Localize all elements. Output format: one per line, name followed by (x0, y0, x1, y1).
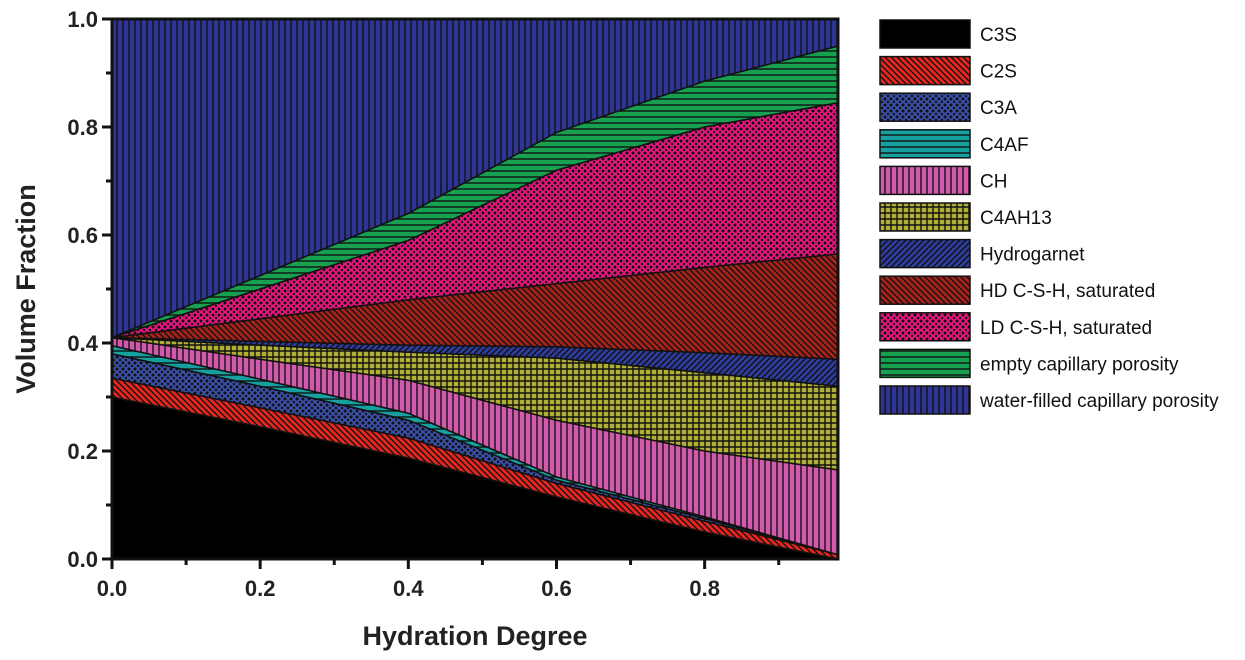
legend-label: water-filled capillary porosity (979, 391, 1219, 412)
x-tick-label: 0.2 (245, 576, 276, 601)
legend-swatch (879, 385, 971, 415)
legend-swatch (879, 348, 971, 379)
legend-swatch (879, 275, 971, 305)
legend: C3S C2S C3A C4AF CH C4AH13 Hydrogarnet HD C-S-H… (879, 19, 1219, 415)
legend-item: CH (879, 165, 1007, 196)
legend-item: C2S (879, 55, 1017, 86)
legend-label: C4AH13 (980, 208, 1052, 229)
y-axis-label: Volume Fraction (11, 184, 41, 394)
legend-swatch (879, 165, 971, 196)
legend-label: Hydrogarnet (980, 245, 1085, 266)
legend-item: C4AH13 (879, 202, 1052, 232)
y-tick-label: 0.4 (67, 331, 98, 356)
legend-item: Hydrogarnet (879, 238, 1085, 269)
legend-item: HD C-S-H, saturated (879, 275, 1155, 305)
y-axis: 0.0 0.2 0.4 0.6 0.8 1.0 (67, 7, 112, 572)
legend-label: C3S (980, 25, 1017, 46)
legend-swatch (879, 19, 971, 49)
legend-item: C3S (879, 19, 1017, 49)
legend-item: C4AF (879, 129, 1029, 159)
legend-label: LD C-S-H, saturated (980, 318, 1152, 339)
y-tick-label: 0.2 (67, 439, 98, 464)
legend-swatch (879, 312, 971, 342)
legend-label: C4AF (980, 135, 1029, 156)
legend-swatch (879, 202, 971, 232)
legend-item: LD C-S-H, saturated (879, 312, 1152, 342)
legend-swatch (879, 129, 971, 159)
x-tick-label: 0.4 (393, 576, 424, 601)
legend-label: CH (980, 171, 1007, 192)
y-tick-label: 0.8 (67, 115, 98, 140)
x-tick-label: 0.0 (97, 576, 128, 601)
legend-label: C3A (980, 98, 1017, 119)
plot-areas (111, 18, 839, 560)
y-tick-label: 0.0 (67, 547, 98, 572)
x-tick-label: 0.8 (689, 576, 720, 601)
legend-item: empty capillary porosity (879, 348, 1179, 379)
legend-label: HD C-S-H, saturated (980, 281, 1155, 302)
legend-swatch (879, 92, 971, 122)
y-tick-label: 1.0 (67, 7, 98, 32)
legend-label: empty capillary porosity (980, 354, 1179, 375)
x-axis: 0.0 0.2 0.4 0.6 0.8 (97, 559, 781, 601)
legend-swatch (879, 55, 971, 86)
legend-item: C3A (879, 92, 1017, 122)
legend-item: water-filled capillary porosity (879, 385, 1219, 415)
legend-label: C2S (980, 62, 1017, 83)
y-tick-label: 0.6 (67, 223, 98, 248)
x-axis-label: Hydration Degree (362, 621, 587, 651)
legend-swatch (879, 238, 971, 269)
x-tick-label: 0.6 (541, 576, 572, 601)
